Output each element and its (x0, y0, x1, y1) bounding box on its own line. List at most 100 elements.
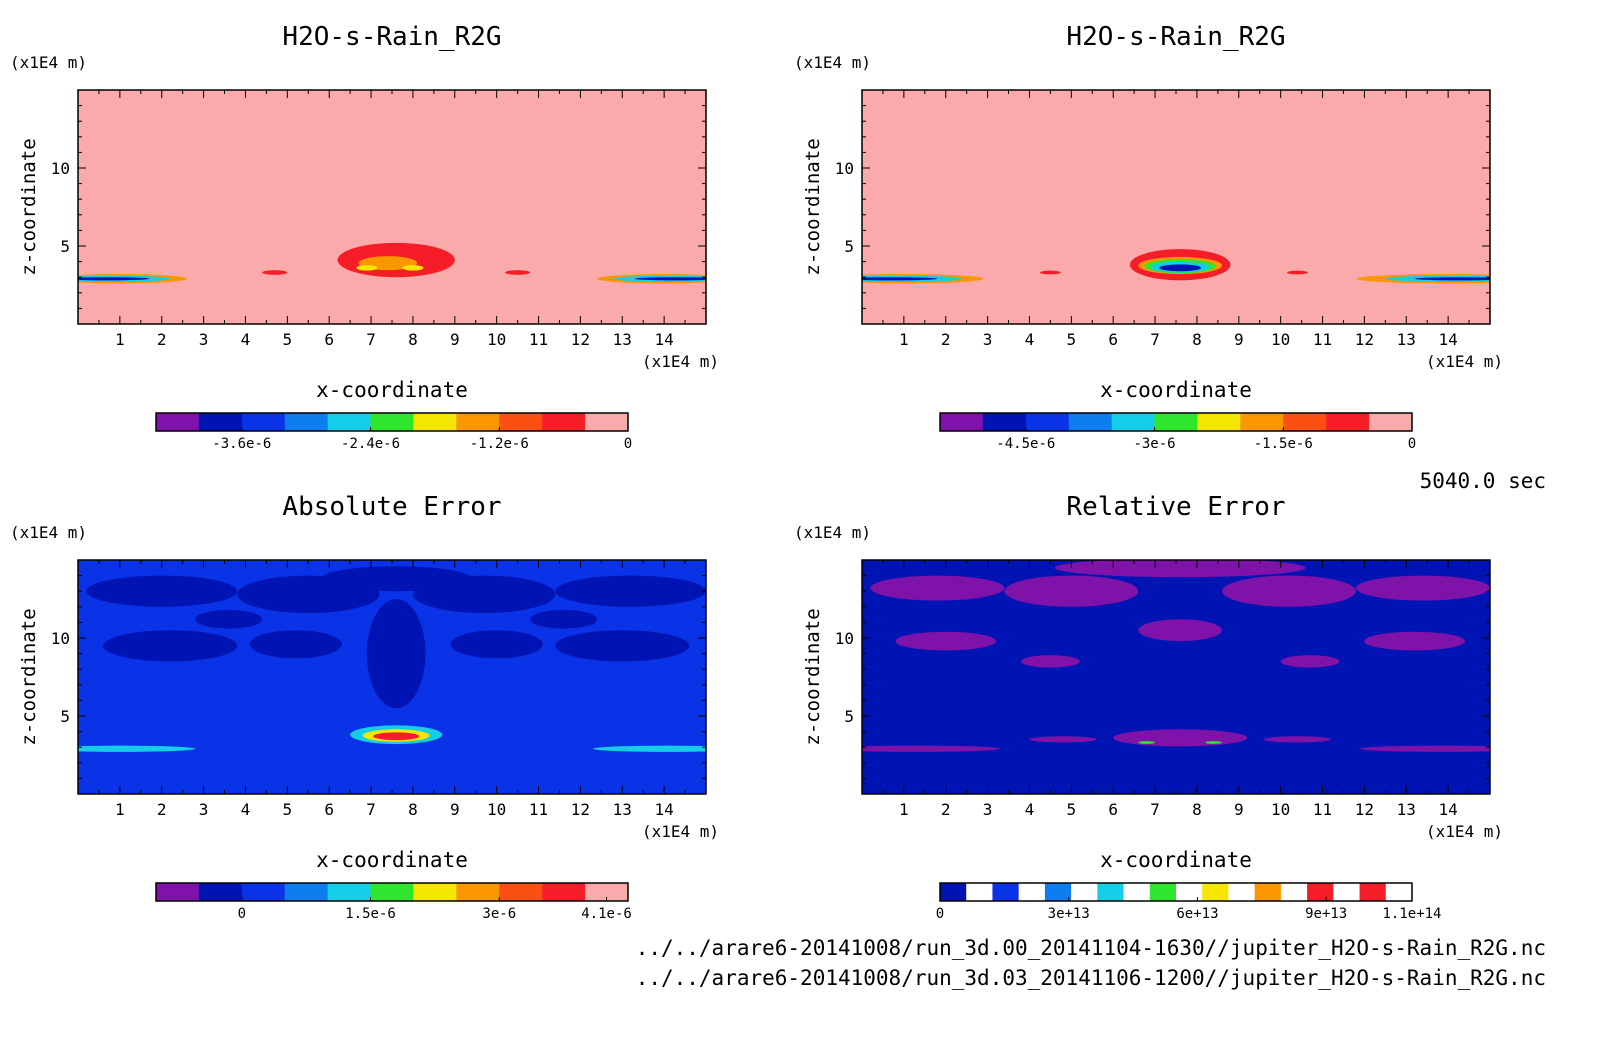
x-tick-label: 9 (1234, 330, 1244, 349)
x-tick-label: 13 (613, 330, 632, 349)
colorbar-segment (1359, 883, 1387, 901)
x-tick-label: 9 (450, 330, 460, 349)
y-axis-label: z-coordinate (18, 138, 40, 275)
x-tick-label: 8 (1192, 330, 1202, 349)
colorbar-segment (456, 883, 500, 901)
x-tick-label: 12 (1355, 330, 1374, 349)
x-tick-label: 4 (1025, 800, 1035, 819)
x-tick-label: 2 (941, 800, 951, 819)
x-tick-label: 12 (1355, 800, 1374, 819)
x-axis-label: x-coordinate (1100, 848, 1252, 872)
x-tick-label: 1 (899, 330, 909, 349)
colorbar-segment (542, 413, 586, 431)
contour-region-4 (555, 575, 706, 607)
colorbar-label: 0 (1408, 436, 1416, 452)
contour-region-16 (1138, 741, 1156, 744)
x-tick-label: 1 (115, 800, 125, 819)
colorbar-segment (1176, 883, 1203, 901)
x-tick-label: 2 (157, 800, 167, 819)
x-tick-label: 9 (450, 800, 460, 819)
x-tick-label: 6 (324, 330, 334, 349)
colorbar-frame (155, 412, 629, 432)
x-tick-label: 13 (1397, 330, 1416, 349)
y-tick-label: 5 (844, 237, 854, 256)
colorbar-segment (327, 413, 372, 431)
colorbar-segment (1254, 883, 1282, 901)
x-tick-label: 11 (529, 330, 548, 349)
contour-region-15 (1263, 736, 1331, 743)
contour-region-7 (249, 630, 342, 659)
colorbar-segment (992, 883, 1020, 901)
colorbar-segment (1202, 883, 1229, 901)
chart-title: H2O-s-Rain_R2G (282, 22, 501, 52)
chart-panel-1: H2O-s-Rain_R2G(x1E4 m)1 2 3 4 5 6 7 8 9 10 11 12 13 1… (10, 22, 719, 452)
y-tick-label: 10 (835, 629, 854, 648)
contour-region-6 (1039, 270, 1061, 275)
contour-region-13 (1360, 745, 1490, 752)
colorbar-segment (585, 883, 629, 901)
colorbar-segment (284, 413, 329, 431)
chart-title: Absolute Error (282, 492, 501, 522)
x-tick-label: 4 (241, 800, 251, 819)
contour-region-6 (505, 270, 531, 275)
colorbar-segment (940, 413, 984, 431)
x-tick-label: 7 (1150, 330, 1160, 349)
contour-region-17 (592, 745, 706, 752)
colorbar-segment (1018, 883, 1046, 901)
colorbar-label: 9e+13 (1305, 906, 1347, 922)
colorbar-segment (198, 413, 243, 431)
colorbar-label: 0 (936, 906, 944, 922)
contour-region-7 (895, 631, 996, 651)
x-tick-label: 2 (941, 330, 951, 349)
x-tick-label: 7 (366, 800, 376, 819)
contour-region-6 (1138, 619, 1223, 642)
colorbar-segment (940, 883, 967, 901)
x-tick-label: 9 (1234, 800, 1244, 819)
colorbar-segment (585, 413, 629, 431)
x-tick-label: 5 (1067, 330, 1077, 349)
x-tick-label: 14 (1439, 800, 1458, 819)
contour-region-16 (78, 745, 196, 752)
x-tick-label: 7 (1150, 800, 1160, 819)
y-axis-label: z-coordinate (802, 608, 824, 745)
y-tick-label: 10 (835, 159, 854, 178)
colorbar-segment (499, 883, 543, 901)
colorbar-segment (1149, 883, 1177, 901)
x-tick-label: 8 (408, 800, 418, 819)
colorbar-segment (370, 413, 414, 431)
contour-region-5 (103, 630, 238, 662)
colorbar-segment (1326, 413, 1370, 431)
contour-region-14 (1029, 736, 1097, 743)
x-tick-label: 11 (1313, 330, 1332, 349)
x-unit-label: (x1E4 m) (642, 822, 719, 841)
colorbar-segment (1111, 413, 1156, 431)
contour-region-10 (862, 277, 938, 281)
contour-region-10 (320, 566, 472, 592)
contour-region-12 (634, 277, 706, 281)
contour-region-6 (555, 630, 690, 662)
y-axis-label: z-coordinate (802, 138, 824, 275)
colorbar-label: -1.5e-6 (1254, 436, 1313, 452)
x-tick-label: 3 (199, 800, 209, 819)
x-tick-label: 12 (571, 800, 590, 819)
colorbar-segment (1097, 883, 1125, 901)
contour-region-12 (862, 745, 1001, 752)
colorbar-segment (413, 413, 457, 431)
contour-region-11 (1113, 729, 1248, 747)
file-path-1: ../../arare6-20141008/run_3d.00_20141104… (635, 936, 1546, 960)
plot-area (862, 560, 1490, 794)
chart-title: Relative Error (1066, 492, 1285, 522)
x-tick-label: 10 (1271, 800, 1290, 819)
x-tick-label: 7 (366, 330, 376, 349)
chart-panel-4: Relative Error(x1E4 m)1 2 3 4 5 6 7 8 9 10 11 12 13 1… (794, 492, 1503, 922)
x-axis-label: x-coordinate (1100, 378, 1252, 402)
colorbar-label: 1.1e+14 (1382, 906, 1441, 922)
plot-area (862, 90, 1490, 324)
contour-region-1 (870, 575, 1005, 601)
colorbar-segment (1197, 413, 1241, 431)
colorbar-segment (966, 883, 993, 901)
x-unit-label: (x1E4 m) (1426, 352, 1503, 371)
colorbar-segment (413, 883, 457, 901)
contour-region-9 (1021, 655, 1080, 668)
